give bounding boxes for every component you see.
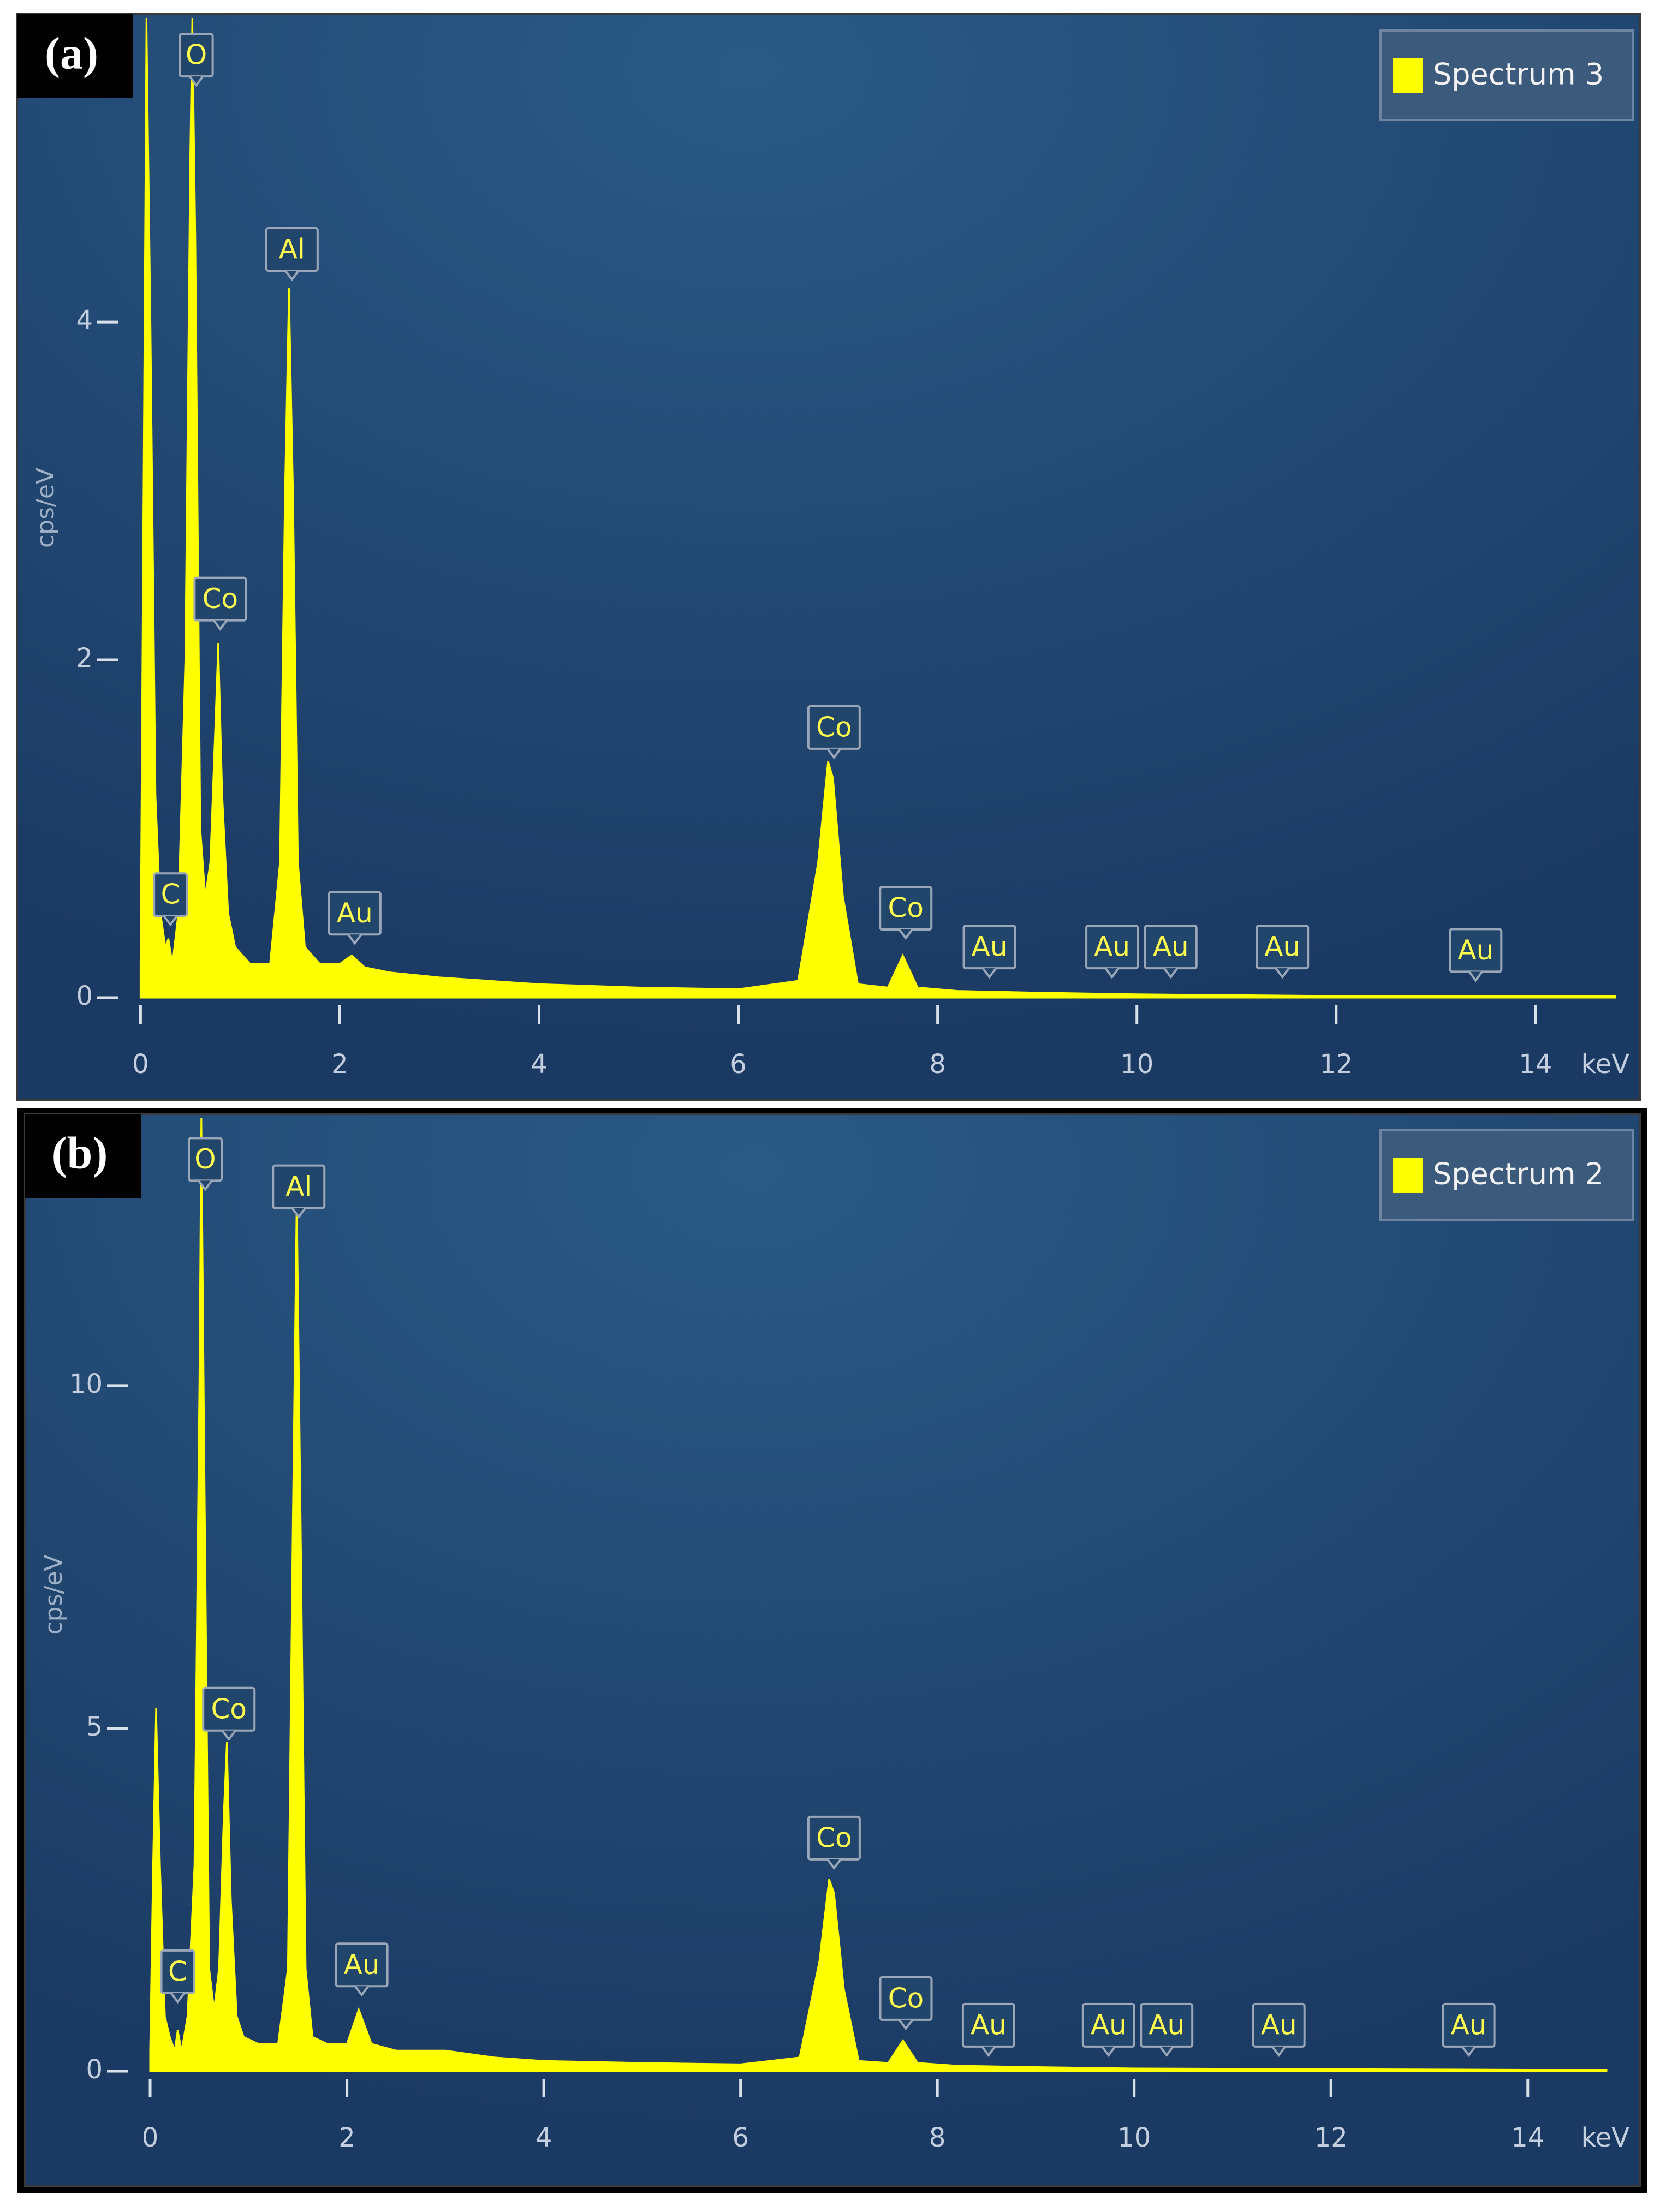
peak-label: Au	[1149, 2009, 1185, 2041]
peak-label-pointer	[1159, 2046, 1174, 2058]
peak-label: O	[186, 39, 207, 71]
peak-label-pointer	[212, 619, 228, 631]
peak-label: Au	[1264, 931, 1300, 963]
x-tick-label: 8	[929, 2122, 946, 2153]
x-tick-label: 0	[132, 1049, 149, 1080]
y-tick-label: 4	[76, 305, 93, 336]
peak-label-pointer	[354, 1986, 370, 1997]
peak-label-pointer	[1163, 967, 1179, 979]
x-tick-label: 10	[1117, 2122, 1151, 2153]
peak-label-pointer	[163, 915, 178, 927]
peak-label-pointer	[981, 967, 997, 979]
peak-label: Au	[1451, 2009, 1487, 2041]
legend-box	[1379, 29, 1634, 121]
peak-label-pointer	[188, 75, 204, 87]
x-tick-label: 14	[1519, 1049, 1552, 1080]
peak-label: Au	[344, 1949, 380, 1981]
y-axis-title: cps/eV	[40, 1554, 68, 1635]
y-tick-label: 10	[69, 1369, 103, 1399]
peak-label-pointer	[826, 748, 842, 760]
peak-label-pointer	[347, 934, 362, 945]
x-axis-title: keV	[1581, 1049, 1630, 1080]
y-tick-label: 0	[76, 981, 93, 1011]
peak-label-pointer	[1104, 967, 1120, 979]
peak-label: Au	[1091, 2009, 1127, 2041]
peak-label: Co	[816, 711, 852, 743]
peak-label: Al	[279, 233, 305, 265]
peak-label-pointer	[898, 2019, 914, 2031]
peak-label-pointer	[1271, 2046, 1287, 2058]
x-axis-title: keV	[1581, 2122, 1630, 2153]
y-tick-label: 0	[86, 2054, 103, 2085]
panel-label: (b)	[52, 1128, 108, 1178]
peak-label: O	[194, 1143, 216, 1175]
panel: 0 2 4 6 8 10 12 14 keV 0 5 10 cps/eV O Al Co C Au Co Co Au Au…	[17, 1108, 1647, 2193]
peak-label: Co	[211, 1693, 247, 1725]
peak-label-pointer	[1468, 971, 1483, 982]
peak-label: Co	[816, 1822, 852, 1853]
peak-label-pointer	[826, 1858, 842, 1870]
x-tick-label: 6	[732, 2122, 749, 2153]
panel-label: (a)	[45, 28, 98, 79]
x-tick-label: 6	[730, 1049, 747, 1080]
peak-label: Co	[888, 1982, 924, 2014]
legend-label: Spectrum 2	[1433, 1157, 1604, 1191]
peak-label-pointer	[1461, 2046, 1477, 2058]
panel: 0 2 4 6 8 10 12 14 keV 0 2 4 cps/eV O Al Co C Au Co Co Au Au A…	[16, 13, 1641, 1101]
peak-label-pointer	[1275, 967, 1290, 979]
x-tick-label: 12	[1314, 2122, 1348, 2153]
x-tick-label: 8	[929, 1049, 946, 1080]
peak-label-pointer	[284, 270, 300, 282]
peak-label: C	[168, 1955, 187, 1987]
peak-label: Al	[285, 1171, 312, 1202]
peak-label-pointer	[981, 2046, 996, 2058]
peak-label: Co	[203, 583, 239, 615]
peak-label-pointer	[1101, 2046, 1116, 2058]
legend-swatch	[1393, 58, 1423, 93]
peak-label-pointer	[170, 1992, 186, 2004]
peak-label: Au	[1094, 931, 1130, 963]
x-tick-label: 0	[142, 2122, 159, 2153]
peak-label-pointer	[221, 1730, 236, 1742]
x-tick-label: 4	[531, 1049, 548, 1080]
x-tick-label: 10	[1120, 1049, 1153, 1080]
peak-label: Co	[888, 892, 924, 923]
x-tick-label: 2	[338, 2122, 355, 2153]
x-tick-label: 14	[1511, 2122, 1544, 2153]
x-tick-label: 2	[331, 1049, 348, 1080]
x-tick-label: 4	[536, 2122, 552, 2153]
spectrum-area	[139, 17, 1616, 999]
peak-label: C	[161, 879, 180, 910]
peak-label: Au	[972, 931, 1008, 963]
peak-label: Au	[1261, 2009, 1297, 2041]
peak-label-pointer	[291, 1207, 306, 1219]
peak-label-pointer	[198, 1180, 213, 1191]
y-tick-label: 5	[86, 1712, 103, 1742]
legend-label: Spectrum 3	[1433, 57, 1604, 92]
spectrum-area	[149, 1118, 1608, 2072]
panel-label-box	[25, 1114, 141, 1198]
peak-label-pointer	[898, 928, 913, 940]
panel-label-box	[17, 14, 133, 98]
peak-label: Au	[337, 897, 373, 929]
y-axis-title: cps/eV	[32, 468, 60, 548]
x-tick-label: 12	[1319, 1049, 1353, 1080]
legend-swatch	[1393, 1158, 1423, 1193]
y-tick-label: 2	[76, 643, 93, 673]
peak-label: Au	[971, 2009, 1007, 2041]
peak-label: Au	[1457, 934, 1494, 966]
peak-label: Au	[1153, 931, 1189, 963]
